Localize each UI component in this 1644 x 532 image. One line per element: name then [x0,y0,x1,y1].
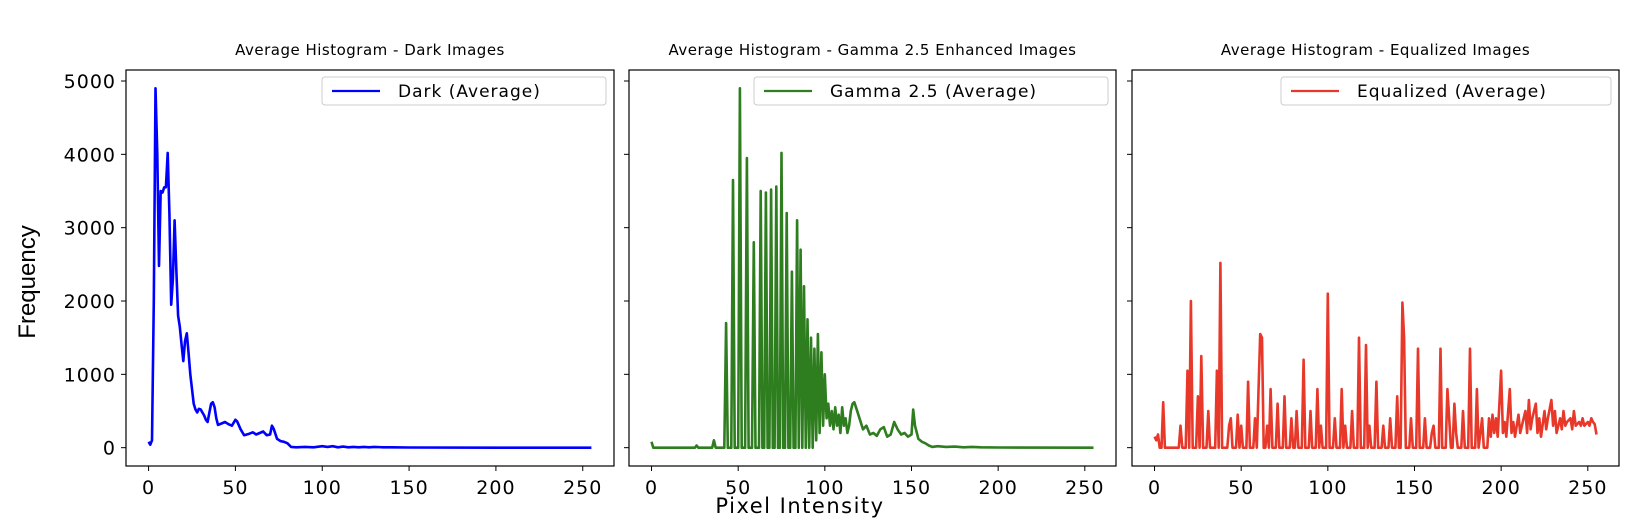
x-axis-label: Pixel Intensity [715,494,884,518]
x-tick-label: 100 [303,477,342,499]
plot-frame [628,69,1117,467]
legend-label: Dark (Average) [398,82,541,102]
series-line [650,87,1094,449]
chart-panel: Average Histogram - Gamma 2.5 Enhanced I… [624,41,1117,499]
x-tick-label: 200 [476,477,515,499]
x-tick-label: 200 [979,477,1018,499]
y-tick-label: 1000 [64,364,116,386]
chart-title: Average Histogram - Dark Images [235,41,505,59]
chart-title: Average Histogram - Equalized Images [1221,41,1530,59]
y-tick-label: 3000 [64,218,116,240]
x-tick-label: 100 [805,477,844,499]
x-tick-label: 250 [563,477,602,499]
series-line [147,87,592,449]
x-tick-label: 150 [389,477,428,499]
x-tick-label: 0 [1148,477,1161,499]
y-tick-label: 2000 [64,291,116,313]
legend-label: Equalized (Average) [1357,82,1547,102]
x-tick-label: 250 [1568,477,1607,499]
panels: Average Histogram - Dark Images 0 50 100 150… [64,41,1620,499]
legend-label: Gamma 2.5 (Average) [830,82,1037,102]
x-tick-label: 150 [1395,477,1434,499]
chart-title: Average Histogram - Gamma 2.5 Enhanced I… [669,41,1077,59]
chart-panel: Average Histogram - Dark Images 0 50 100 150… [64,41,615,499]
x-tick-label: 50 [222,477,248,499]
x-tick-label: 150 [892,477,931,499]
series-line [1153,261,1598,449]
y-tick-label: 4000 [64,144,116,166]
plot-frame [125,69,615,467]
legend-box [753,76,1109,106]
y-axis-label: Frequency [14,225,41,338]
y-tick-label: 0 [103,438,116,460]
y-tick-label: 5000 [64,71,116,93]
x-tick-label: 0 [645,477,658,499]
chart-panel: Average Histogram - Equalized Images 0 50 1… [1127,41,1620,499]
plot-frame [1131,69,1620,467]
x-tick-label: 50 [725,477,751,499]
x-tick-label: 0 [142,477,155,499]
x-tick-label: 50 [1228,477,1254,499]
x-tick-label: 250 [1065,477,1104,499]
x-tick-label: 100 [1308,477,1347,499]
legend-box [321,76,607,106]
x-tick-label: 200 [1482,477,1521,499]
legend-box [1280,76,1612,106]
